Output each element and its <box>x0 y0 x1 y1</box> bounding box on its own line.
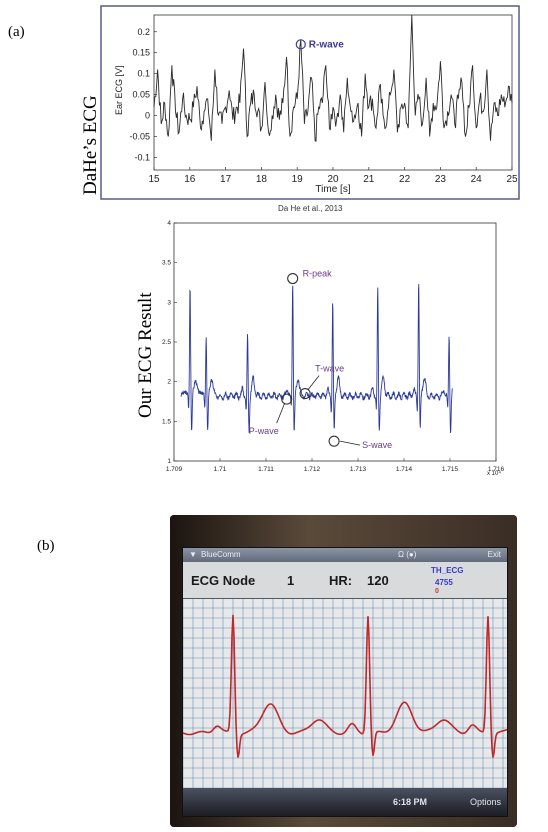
node-label: ECG Node <box>191 573 256 588</box>
device-count: 4755 <box>435 578 453 587</box>
our-ecg-series <box>180 284 453 433</box>
top-xtick-label: 15 <box>148 174 160 185</box>
top-xtick-label: 24 <box>471 174 483 185</box>
top-ytick-label: 0 <box>145 111 150 121</box>
phone-status-bar: ▼ BlueComm Ω (●) Exit <box>183 548 507 562</box>
top-xtick-label: 23 <box>435 174 447 185</box>
s-wave-marker <box>328 435 340 447</box>
phone-screen: ▼ BlueComm Ω (●) Exit ECG Node 1 HR: 120… <box>182 547 508 817</box>
mid-x-multiplier: x 10⁴ <box>487 470 501 477</box>
exit-button[interactable]: Exit <box>487 550 501 559</box>
mid-ytick-label: 3 <box>167 299 171 306</box>
mid-xtick-label: 1.71 <box>214 466 227 473</box>
top-xtick-label: 18 <box>256 174 268 185</box>
mid-plot-area <box>173 222 497 462</box>
top-ecg-chart: 15 16 17 18 19 20 21 22 23 24 25 -0.1 -0.05 0 0.05 0.1 0… <box>100 5 520 200</box>
mid-xtick-label: 1.715 <box>442 466 459 473</box>
phone-ecg-trace <box>183 614 507 758</box>
mid-ytick-label: 4 <box>167 220 171 227</box>
p-wave-marker <box>281 393 293 405</box>
phone-header: ECG Node 1 HR: 120 TH_ECG 4755 0 <box>183 562 507 599</box>
top-plot-area <box>153 14 513 171</box>
mid-ytick-label: 2.5 <box>162 339 171 346</box>
r-wave-label: R-wave <box>309 39 344 50</box>
s-wave-label: S-wave <box>362 440 392 450</box>
t-wave-arrow <box>307 375 320 390</box>
t-wave-label: T-wave <box>315 364 344 374</box>
panel-b-label: (b) <box>37 538 55 554</box>
top-xtick-label: 21 <box>363 174 375 185</box>
top-chart-frame <box>100 5 520 200</box>
phone-ecg-graph <box>183 598 507 788</box>
top-ytick-label: 0.2 <box>137 27 150 37</box>
top-xtick-label: 20 <box>327 174 339 185</box>
panel-a-label: (a) <box>8 24 25 40</box>
phone-softkeys: 6:18 PM Options <box>183 788 507 816</box>
p-wave-arrow <box>276 402 286 424</box>
top-ytick-label: 0.15 <box>132 48 150 58</box>
top-xlabel: Time [s] <box>315 184 350 195</box>
node-value: 1 <box>287 573 295 588</box>
mid-xtick-label: 1.716 <box>488 466 505 473</box>
top-caption: Da He et al., 2013 <box>278 204 343 213</box>
mid-ytick-label: 1 <box>167 458 171 465</box>
top-xtick-label: 17 <box>220 174 232 185</box>
r-peak-label: R-peak <box>303 269 333 279</box>
app-menu-icon[interactable]: ▼ <box>189 550 197 559</box>
hr-value: 120 <box>367 573 389 588</box>
r-peak-marker <box>287 272 299 285</box>
top-xtick-label: 22 <box>399 174 411 185</box>
top-xtick-label: 25 <box>506 174 518 185</box>
device-flag: 0 <box>435 588 439 595</box>
options-button[interactable]: Options <box>469 797 501 807</box>
our-ecg-chart: 1.709 1.71 1.711 1.712 1.713 1.714 1.715 1.716 1… <box>162 220 505 477</box>
mid-xtick-label: 1.712 <box>304 466 321 473</box>
mid-xtick-label: 1.709 <box>166 466 183 473</box>
top-ecg-series <box>153 14 513 142</box>
top-outer-ylabel: DaHe’s ECG <box>80 95 101 195</box>
top-ytick-label: 0.05 <box>132 90 150 100</box>
phone-time: 6:18 PM <box>393 797 428 807</box>
app-name: BlueComm <box>201 550 241 559</box>
top-ytick-label: -0.1 <box>134 152 150 162</box>
top-ytick-label: -0.05 <box>129 131 150 141</box>
phone-photo: ▼ BlueComm Ω (●) Exit ECG Node 1 HR: 120… <box>170 515 517 827</box>
t-wave-marker <box>299 388 311 400</box>
p-wave-label: P-wave <box>249 426 279 436</box>
mid-xtick-label: 1.713 <box>350 466 367 473</box>
signal-icons: Ω (●) <box>398 550 417 559</box>
mid-xtick-label: 1.714 <box>396 466 413 473</box>
hr-label: HR: <box>329 573 353 588</box>
top-ylabel: Ear ECG [V] <box>114 65 124 115</box>
mid-xtick-label: 1.711 <box>258 466 274 473</box>
top-ytick-label: 0.1 <box>137 69 150 79</box>
device-name: TH_ECG <box>431 566 464 575</box>
s-wave-arrow <box>340 440 361 446</box>
r-wave-marker <box>295 39 306 50</box>
top-xtick-label: 19 <box>292 174 304 185</box>
mid-ytick-label: 2 <box>167 379 171 386</box>
top-xtick-label: 16 <box>184 174 196 185</box>
mid-ytick-label: 1.5 <box>162 418 171 425</box>
mid-ytick-label: 3.5 <box>162 260 171 267</box>
